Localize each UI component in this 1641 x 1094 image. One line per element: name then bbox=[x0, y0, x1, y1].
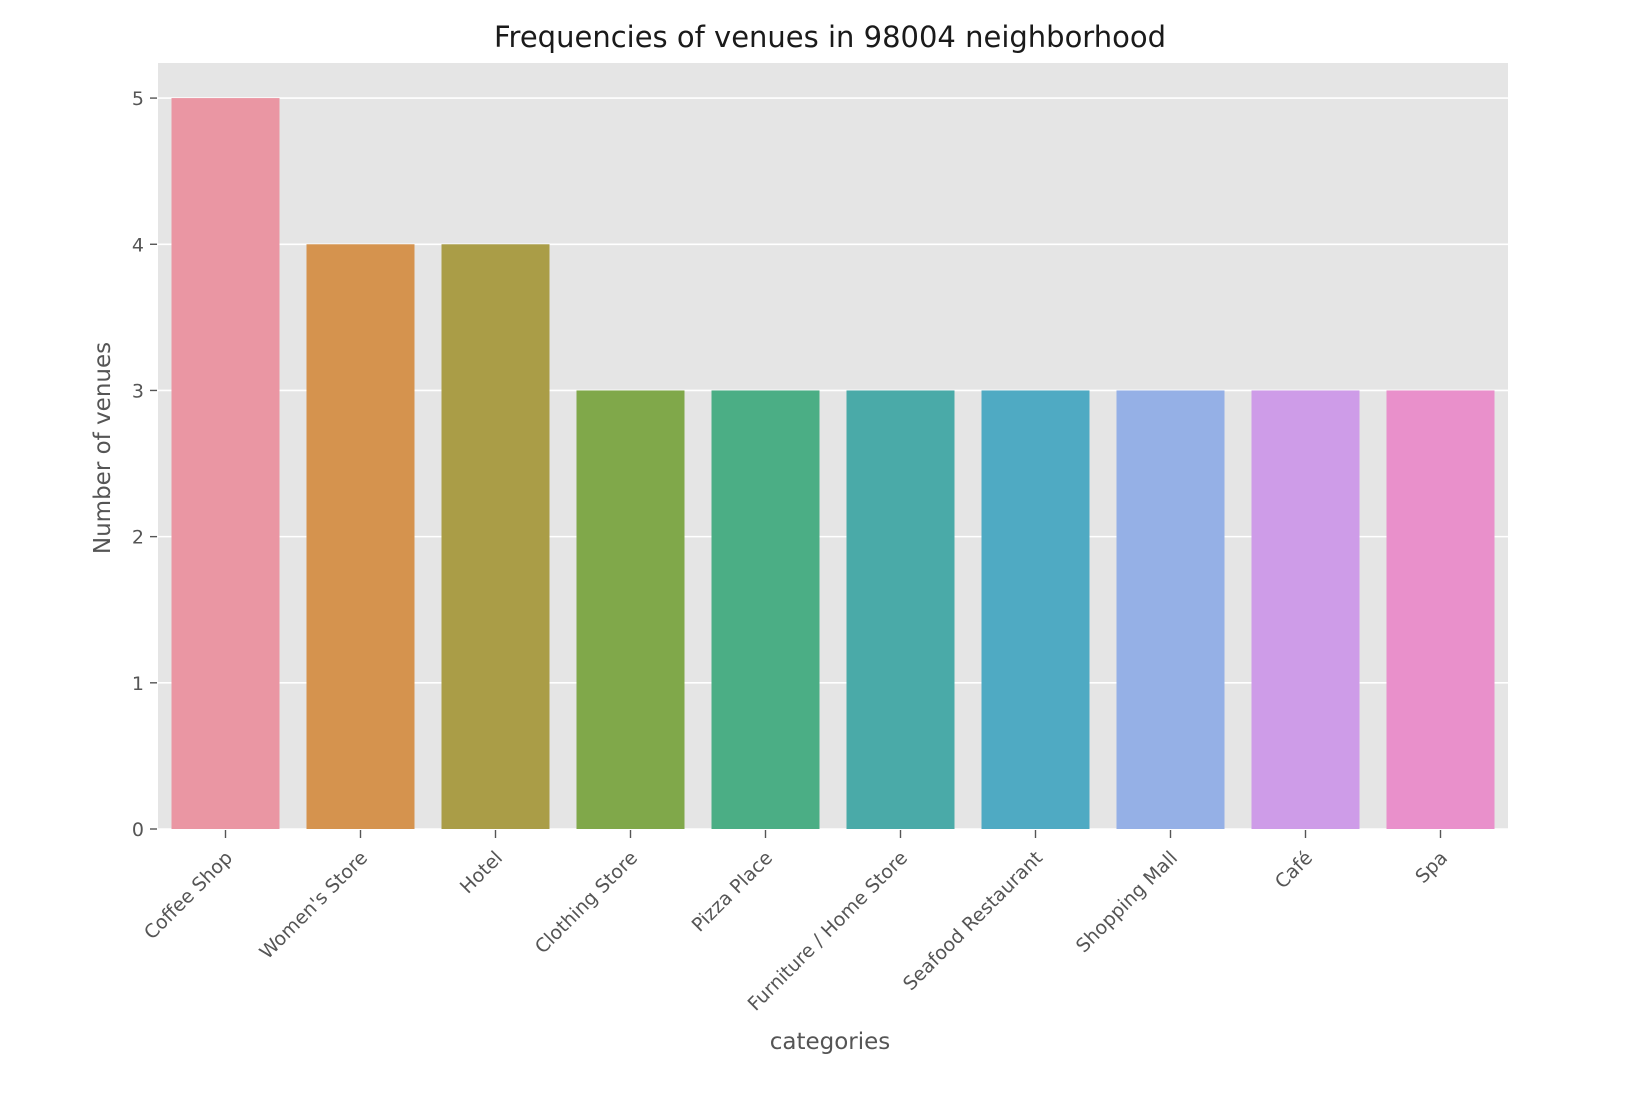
chart-title: Frequencies of venues in 98004 neighborh… bbox=[494, 20, 1166, 54]
x-tick-label: Coffee Shop bbox=[140, 847, 237, 944]
y-tick-label: 1 bbox=[132, 673, 144, 695]
bar bbox=[1251, 390, 1360, 829]
x-tick-label: Furniture / Home Store bbox=[744, 847, 912, 1015]
x-tick-label: Spa bbox=[1411, 847, 1452, 888]
bar bbox=[576, 390, 685, 829]
y-axis: 0 1 2 3 4 5 bbox=[132, 88, 157, 841]
y-tick-label: 2 bbox=[132, 527, 144, 549]
y-tick-label: 0 bbox=[132, 819, 144, 841]
x-tick-label: Café bbox=[1271, 847, 1317, 893]
x-tick-label: Seafood Restaurant bbox=[899, 847, 1047, 995]
y-tick-label: 5 bbox=[132, 88, 144, 110]
x-axis: Coffee Shop Women's Store Hotel Clothing St… bbox=[140, 830, 1452, 1015]
bars bbox=[171, 98, 1495, 829]
x-tick-label: Women's Store bbox=[255, 847, 372, 964]
bar bbox=[171, 98, 280, 829]
x-tick-label: Shopping Mall bbox=[1072, 847, 1182, 957]
y-tick-label: 4 bbox=[132, 234, 144, 256]
bar bbox=[1116, 390, 1225, 829]
bar bbox=[711, 390, 820, 829]
bar bbox=[846, 390, 955, 829]
y-axis-label: Number of venues bbox=[90, 342, 116, 554]
y-tick-label: 3 bbox=[132, 380, 144, 402]
x-tick-label: Pizza Place bbox=[688, 847, 777, 936]
x-axis-label: categories bbox=[770, 1029, 891, 1055]
x-tick-label: Clothing Store bbox=[531, 847, 642, 958]
x-tick-label: Hotel bbox=[456, 847, 507, 898]
bar bbox=[306, 244, 415, 829]
bar bbox=[981, 390, 1090, 829]
bar bbox=[1386, 390, 1495, 829]
bar bbox=[441, 244, 550, 829]
